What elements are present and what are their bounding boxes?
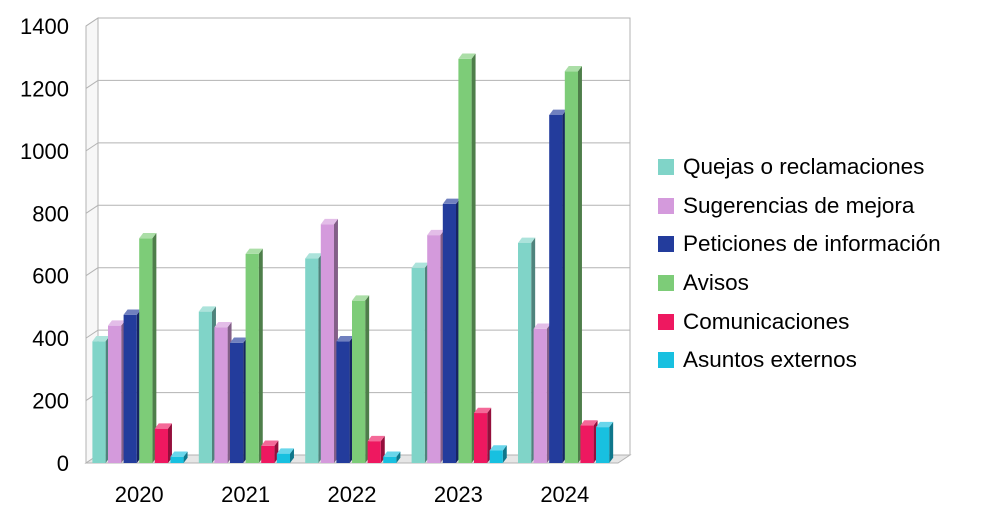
y-tick-label: 400 bbox=[32, 326, 69, 351]
legend-item: Avisos bbox=[658, 264, 941, 303]
bar bbox=[474, 407, 492, 463]
legend-label: Avisos bbox=[683, 270, 749, 296]
bar bbox=[108, 320, 126, 463]
legend-swatch bbox=[658, 313, 674, 330]
y-tick-label: 0 bbox=[57, 451, 69, 476]
y-tick-label: 1000 bbox=[20, 139, 69, 164]
bar bbox=[305, 253, 323, 463]
bars bbox=[92, 53, 614, 464]
bar bbox=[564, 65, 582, 463]
legend-label: Asuntos externos bbox=[683, 347, 857, 373]
bar bbox=[352, 295, 370, 463]
legend-label: Quejas o reclamaciones bbox=[683, 154, 925, 180]
y-tick-label: 200 bbox=[32, 389, 69, 414]
bar bbox=[123, 309, 141, 463]
y-tick-label: 1400 bbox=[20, 14, 69, 39]
bar bbox=[245, 248, 263, 463]
x-tick-label: 2023 bbox=[434, 482, 483, 507]
bar bbox=[442, 198, 460, 464]
bar bbox=[139, 232, 157, 463]
bar bbox=[336, 335, 354, 463]
y-tick-label: 800 bbox=[32, 201, 69, 226]
legend-item: Sugerencias de mejora bbox=[658, 187, 941, 226]
y-axis-ticks: 0 200 400 600 800 1000 1200 1400 bbox=[20, 14, 69, 476]
bar bbox=[458, 53, 476, 464]
bar bbox=[533, 323, 551, 463]
legend-item: Quejas o reclamaciones bbox=[658, 148, 941, 187]
legend-swatch bbox=[658, 159, 674, 176]
bar bbox=[367, 435, 385, 463]
bar bbox=[261, 440, 279, 463]
bar bbox=[596, 421, 614, 463]
bar bbox=[427, 229, 445, 463]
legend-swatch bbox=[658, 236, 674, 253]
bar bbox=[489, 445, 507, 463]
x-tick-label: 2022 bbox=[328, 482, 377, 507]
bar bbox=[276, 448, 294, 463]
bar bbox=[580, 420, 598, 463]
legend-swatch bbox=[658, 197, 674, 214]
bar bbox=[320, 218, 338, 463]
legend-item: Comunicaciones bbox=[658, 302, 941, 341]
bar bbox=[411, 262, 429, 463]
y-tick-label: 600 bbox=[32, 264, 69, 289]
bar bbox=[170, 451, 188, 463]
bar bbox=[92, 335, 110, 463]
legend-label: Peticiones de información bbox=[683, 231, 941, 257]
bar bbox=[549, 109, 567, 463]
x-axis-ticks: 2020 2021 2022 2023 2024 bbox=[115, 482, 590, 507]
bar bbox=[198, 306, 216, 463]
y-tick-label: 1200 bbox=[20, 76, 69, 101]
legend-label: Comunicaciones bbox=[683, 308, 850, 334]
legend-label: Sugerencias de mejora bbox=[683, 192, 915, 218]
gridline-side bbox=[85, 80, 99, 89]
x-tick-label: 2024 bbox=[540, 482, 589, 507]
gridline-side bbox=[85, 17, 99, 27]
gridline-side bbox=[85, 267, 99, 277]
gridline-side bbox=[85, 142, 99, 152]
bar bbox=[154, 423, 172, 463]
legend-swatch bbox=[658, 352, 674, 369]
x-tick-label: 2021 bbox=[221, 482, 270, 507]
bar bbox=[214, 321, 232, 463]
gridline-side bbox=[85, 329, 99, 339]
x-tick-label: 2020 bbox=[115, 482, 164, 507]
legend-swatch bbox=[658, 275, 674, 292]
bar bbox=[518, 237, 536, 463]
gridline-side bbox=[85, 204, 99, 214]
bar bbox=[230, 337, 248, 463]
legend-item: Asuntos externos bbox=[658, 341, 941, 380]
legend-item: Peticiones de información bbox=[658, 225, 941, 264]
legend: Quejas o reclamaciones Sugerencias de mej… bbox=[658, 148, 941, 380]
bar bbox=[383, 451, 401, 463]
